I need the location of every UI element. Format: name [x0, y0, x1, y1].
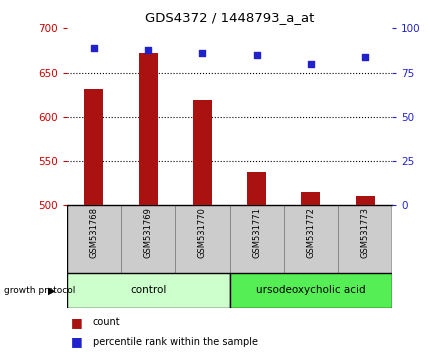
Point — [199, 50, 206, 56]
Bar — [67, 205, 121, 273]
Bar — [229, 273, 391, 308]
Bar — [175, 205, 229, 273]
Bar — [283, 205, 337, 273]
Text: control: control — [130, 285, 166, 295]
Bar — [301, 192, 319, 205]
Text: GSM531772: GSM531772 — [306, 207, 315, 258]
Point — [144, 47, 151, 52]
Text: GSM531773: GSM531773 — [360, 207, 369, 258]
Text: ▶: ▶ — [48, 285, 55, 295]
Title: GDS4372 / 1448793_a_at: GDS4372 / 1448793_a_at — [144, 11, 313, 24]
Text: GSM531770: GSM531770 — [197, 207, 206, 258]
Bar — [67, 273, 229, 308]
Bar — [84, 88, 103, 205]
Bar — [229, 205, 283, 273]
Bar — [121, 205, 175, 273]
Bar — [337, 205, 391, 273]
Point — [90, 45, 97, 51]
Point — [361, 54, 368, 59]
Bar — [193, 100, 212, 205]
Bar — [138, 53, 157, 205]
Point — [307, 61, 313, 67]
Text: ■: ■ — [71, 316, 83, 329]
Text: growth protocol: growth protocol — [4, 286, 76, 295]
Bar — [355, 195, 374, 205]
Text: percentile rank within the sample: percentile rank within the sample — [92, 337, 257, 347]
Text: ursodeoxycholic acid: ursodeoxycholic acid — [255, 285, 365, 295]
Point — [252, 52, 259, 58]
Bar — [246, 172, 265, 205]
Text: ■: ■ — [71, 335, 83, 348]
Text: GSM531771: GSM531771 — [252, 207, 261, 258]
Text: GSM531768: GSM531768 — [89, 207, 98, 258]
Text: GSM531769: GSM531769 — [143, 207, 152, 258]
Text: count: count — [92, 317, 120, 327]
